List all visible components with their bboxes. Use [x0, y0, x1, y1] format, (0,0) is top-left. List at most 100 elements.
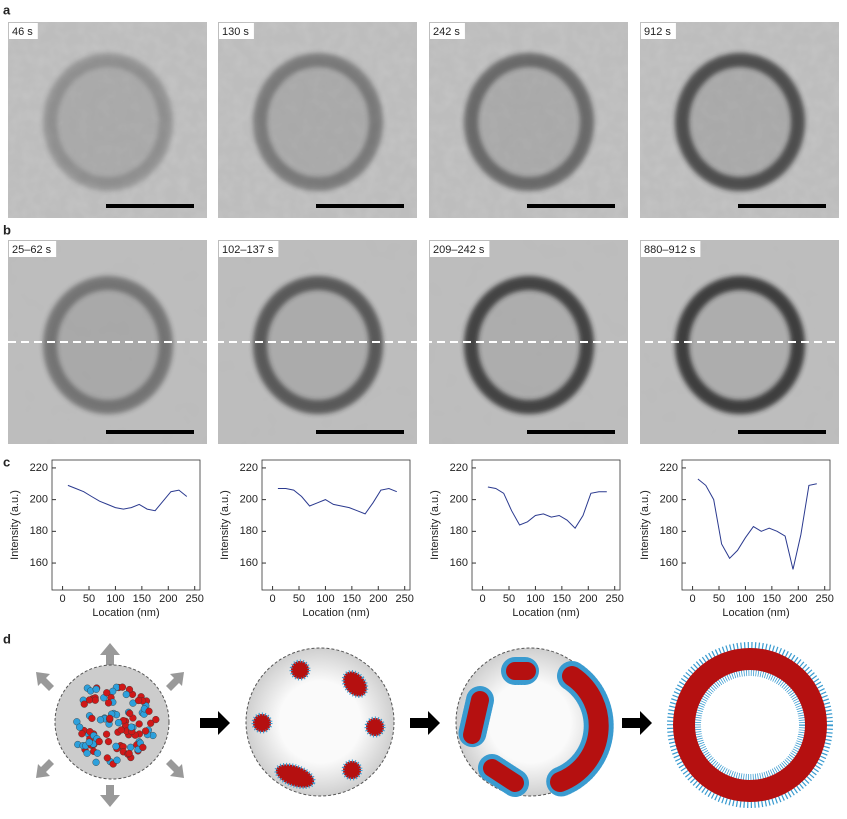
monomer: [92, 685, 100, 693]
monomer: [104, 738, 113, 746]
micrograph: 25–62 s: [8, 240, 207, 444]
monomer: [112, 742, 120, 750]
micrograph: 130 s: [218, 22, 417, 218]
label-bg: [9, 241, 57, 257]
time-label: 912 s: [644, 26, 671, 38]
panel-label: a: [3, 2, 11, 17]
monomer: [127, 743, 135, 751]
particle-shell: [43, 53, 173, 191]
particle: [467, 56, 591, 188]
monomer: [83, 749, 91, 757]
x-tick-label: 150: [553, 593, 571, 605]
monomer: [139, 743, 147, 751]
x-tick-label: 100: [316, 593, 334, 605]
micrograph: 102–137 s: [218, 240, 417, 444]
y-tick-label: 200: [240, 494, 258, 506]
monomer: [152, 715, 160, 724]
x-tick-label: 250: [396, 593, 414, 605]
x-tick-label: 150: [133, 593, 151, 605]
x-axis-label: Location (nm): [92, 607, 159, 619]
plot-frame: [681, 459, 831, 591]
arrow: [36, 672, 54, 691]
y-tick-label: 200: [450, 494, 468, 506]
y-tick-label: 180: [450, 525, 468, 537]
arrow: [100, 643, 120, 665]
x-tick-label: 100: [736, 593, 754, 605]
particle-shell: [675, 53, 805, 191]
arrow: [410, 711, 440, 735]
monomer: [103, 754, 111, 762]
profile-chart: 160 180 200 220 0 50 100 150 200 250 Location (nm)…: [219, 459, 414, 619]
arrow: [100, 785, 120, 807]
particle-shell: [464, 276, 594, 414]
arrow: [36, 759, 54, 778]
particle: [256, 279, 380, 411]
monomer: [95, 737, 103, 746]
worm: [483, 759, 524, 792]
micelle: [341, 669, 369, 699]
x-tick-label: 100: [106, 593, 124, 605]
y-tick-label: 160: [30, 557, 48, 569]
x-axis-label: Location (nm): [512, 607, 579, 619]
profile-line: [697, 478, 817, 570]
x-tick-label: 200: [159, 593, 177, 605]
time-label: 130 s: [222, 26, 249, 38]
monomer: [106, 714, 114, 722]
y-axis-label: Intensity (a.u.): [9, 490, 21, 560]
y-tick-label: 180: [660, 525, 678, 537]
y-axis-label: Intensity (a.u.): [429, 490, 441, 560]
x-tick-label: 50: [503, 593, 515, 605]
vesicle: [673, 648, 827, 802]
y-axis-label: Intensity (a.u.): [219, 490, 231, 560]
time-label: 880–912 s: [644, 244, 696, 256]
monomer: [141, 727, 150, 735]
y-tick-label: 160: [450, 557, 468, 569]
profile-line: [67, 484, 188, 512]
monomer: [96, 716, 105, 724]
y-axis-label: Intensity (a.u.): [639, 490, 651, 560]
label-bg: [641, 23, 676, 39]
profile-chart: 160 180 200 220 0 50 100 150 200 250 Location (nm)…: [429, 459, 624, 619]
monomer: [113, 756, 121, 764]
label-bg: [641, 241, 701, 257]
monomer: [145, 707, 153, 715]
profile-line: [277, 487, 397, 515]
worm: [463, 691, 489, 744]
micelle: [289, 659, 311, 681]
plot-frame: [261, 459, 411, 591]
x-tick-label: 0: [480, 593, 486, 605]
micrograph: 242 s: [429, 22, 628, 218]
monomer: [102, 730, 111, 738]
micelle: [341, 759, 363, 781]
x-tick-label: 50: [713, 593, 725, 605]
particle: [678, 279, 802, 411]
micelle-stage: [36, 643, 184, 807]
monomer: [117, 726, 125, 734]
monomer: [114, 719, 123, 727]
x-tick-label: 0: [690, 593, 696, 605]
worms: [458, 657, 614, 797]
label-bg: [430, 23, 465, 39]
particle: [678, 56, 802, 188]
y-tick-label: 220: [660, 462, 678, 474]
micrographs: 46 s 130 s 242 s 912 s 25–62 s 102–137 s 209–2…: [8, 22, 839, 444]
monomer: [88, 714, 96, 722]
monomer: [147, 719, 155, 727]
y-tick-label: 200: [660, 494, 678, 506]
panel-label: d: [3, 631, 11, 646]
micelle: [251, 712, 273, 734]
monomer: [76, 723, 84, 731]
time-label: 25–62 s: [12, 244, 52, 256]
monomer: [85, 738, 93, 746]
schematic: [36, 642, 833, 808]
micelle: [274, 762, 316, 790]
x-tick-label: 150: [343, 593, 361, 605]
label-bg: [9, 23, 38, 39]
particle: [46, 279, 170, 411]
monomer: [93, 749, 102, 757]
micrograph: 912 s: [640, 22, 839, 218]
x-tick-label: 250: [606, 593, 624, 605]
x-axis-label: Location (nm): [302, 607, 369, 619]
arrow: [166, 759, 184, 778]
